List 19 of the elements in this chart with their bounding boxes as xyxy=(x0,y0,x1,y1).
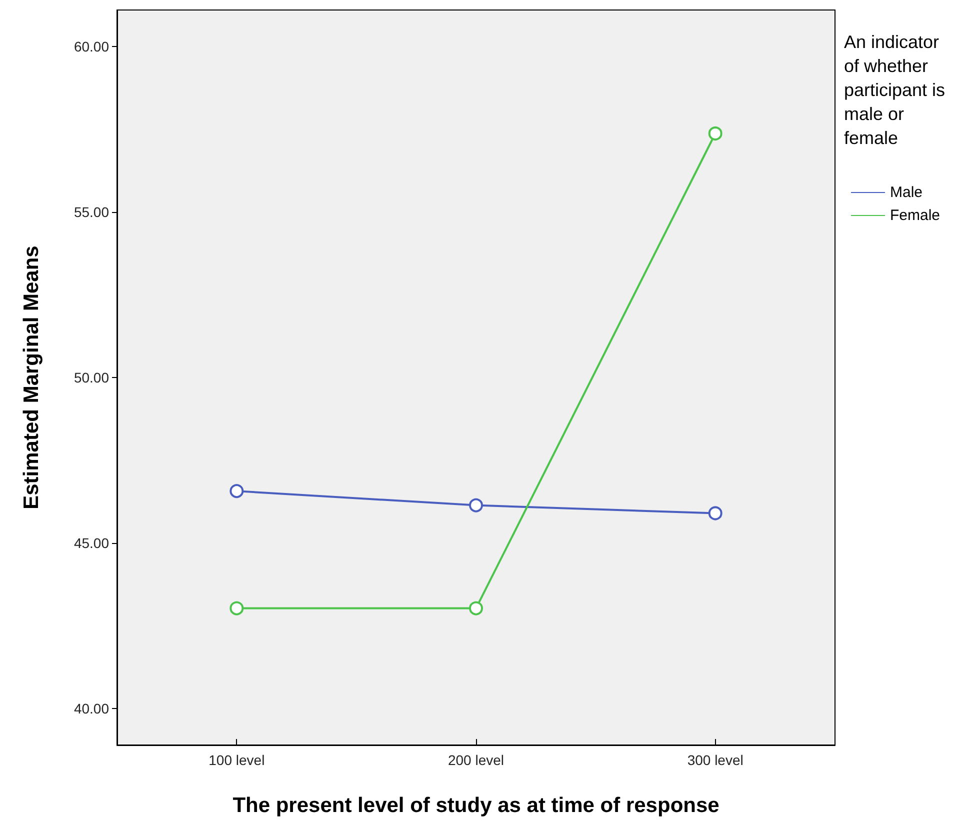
point xyxy=(708,506,722,520)
y-tick-label: 55.00 xyxy=(74,204,110,220)
x-tick-label: 300 level xyxy=(687,752,744,768)
x-tick-label: 100 level xyxy=(208,752,265,768)
y-tick-label: 45.00 xyxy=(74,535,110,552)
point xyxy=(708,126,722,140)
y-axis-title: Estimated Marginal Means xyxy=(20,246,43,510)
point xyxy=(230,484,244,498)
y-tick-label: 40.00 xyxy=(74,700,110,717)
legend-label: Male xyxy=(890,184,923,201)
legend-label: Female xyxy=(890,207,940,224)
legend-title: An indicator of whether participant is male or female xyxy=(844,32,950,148)
y-tick-label: 50.00 xyxy=(74,370,110,386)
point xyxy=(469,498,483,512)
x-axis-title: The present level of study as at time of response xyxy=(232,794,720,817)
y-tick-label: 60.00 xyxy=(74,38,110,54)
point xyxy=(469,601,483,616)
point xyxy=(230,601,244,616)
x-tick-label: 200 level xyxy=(448,752,504,768)
